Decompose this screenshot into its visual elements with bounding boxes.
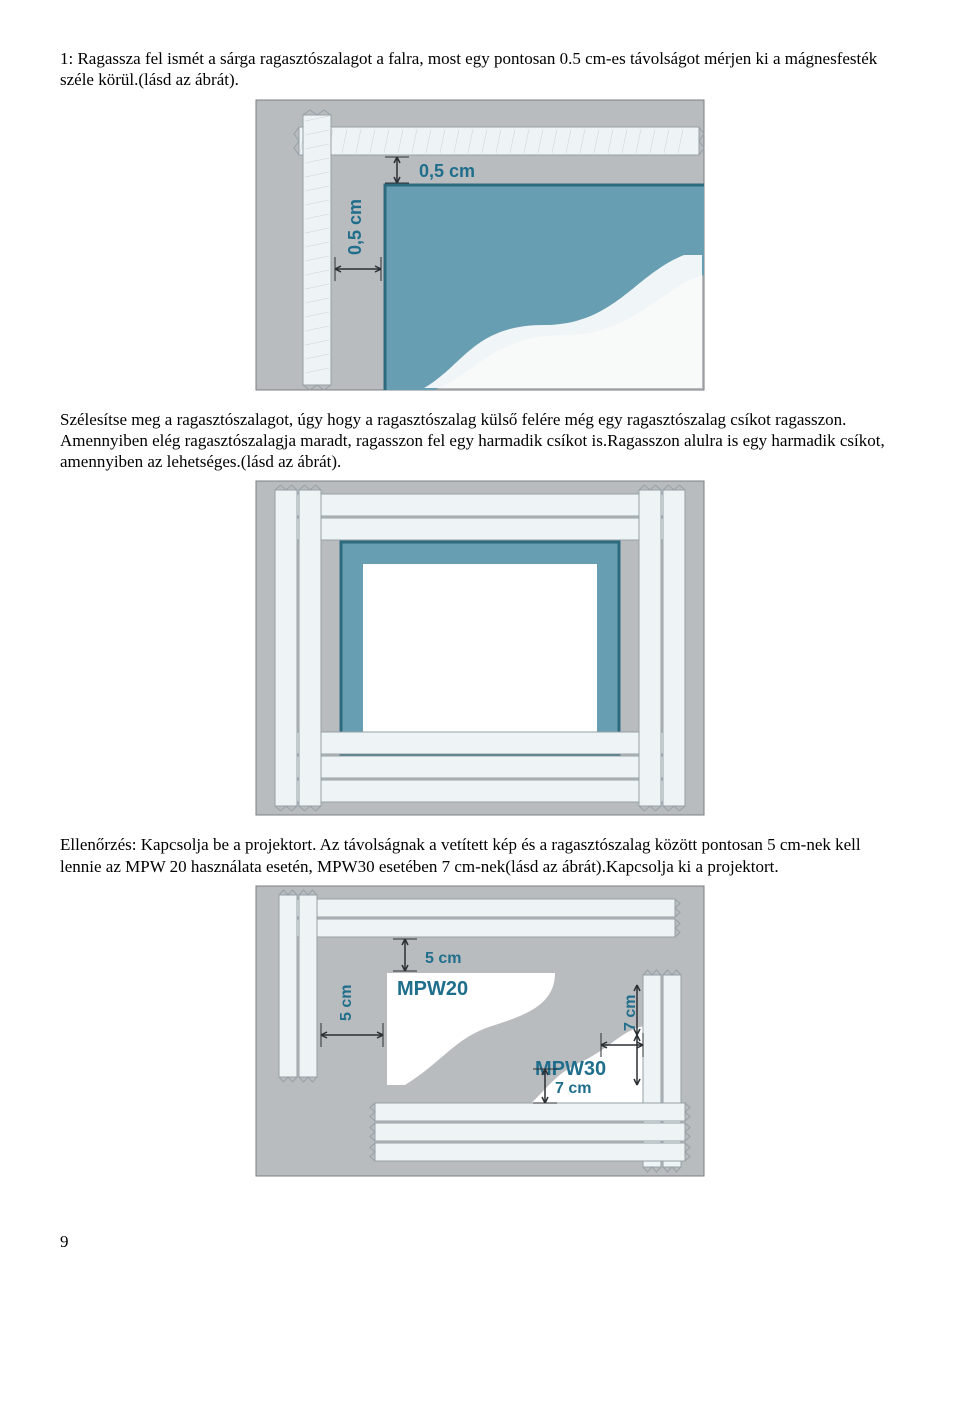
svg-text:0,5 cm: 0,5 cm	[419, 161, 475, 181]
svg-text:7 cm: 7 cm	[555, 1080, 591, 1097]
paragraph-3: Ellenőrzés: Kapcsolja be a projektort. A…	[60, 834, 900, 877]
svg-text:5 cm: 5 cm	[338, 984, 355, 1020]
paragraph-1: 1: Ragassza fel ismét a sárga ragasztósz…	[60, 48, 900, 91]
svg-text:MPW20: MPW20	[397, 978, 468, 1000]
figure-2	[60, 480, 900, 816]
svg-text:0,5 cm: 0,5 cm	[345, 198, 365, 254]
paragraph-2: Szélesítse meg a ragasztószalagot, úgy h…	[60, 409, 900, 473]
svg-text:7 cm: 7 cm	[622, 994, 639, 1030]
svg-text:5 cm: 5 cm	[425, 950, 461, 967]
figure-3: 5 cmMPW205 cmMPW307 cm7 cm	[60, 885, 900, 1177]
page-number: 9	[60, 1231, 900, 1252]
figure-1: 0,5 cm 0,5 cm	[60, 99, 900, 391]
